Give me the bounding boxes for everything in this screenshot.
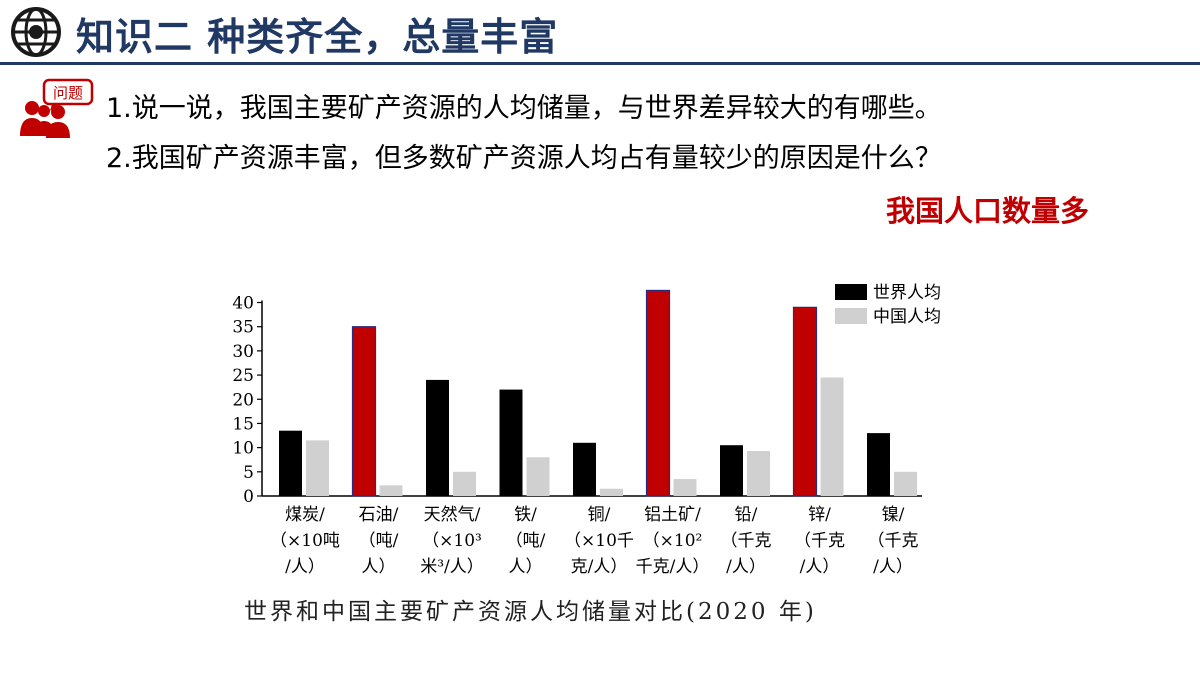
china-bar xyxy=(379,485,403,496)
category-label: （吨/ xyxy=(359,531,399,551)
category-label: （×10吨 xyxy=(270,531,340,551)
question-icon-label: 问题 xyxy=(53,84,83,102)
y-tick-label: 5 xyxy=(243,463,254,483)
legend-label-china: 中国人均 xyxy=(873,307,941,327)
category-label: 铅/ xyxy=(735,505,758,525)
title-underline xyxy=(0,62,1200,65)
legend-swatch-world xyxy=(835,284,867,300)
page-title: 知识二 种类齐全，总量丰富 xyxy=(76,15,559,59)
category-label: 人） xyxy=(509,557,543,577)
category-label: /人） xyxy=(285,557,325,577)
world-bar xyxy=(499,389,523,496)
category-label: 铜/ xyxy=(588,505,611,525)
category-label: 锌/ xyxy=(808,505,831,525)
category-label: /人） xyxy=(726,557,766,577)
world-bar xyxy=(279,430,302,496)
category-label: （千克 xyxy=(794,531,845,551)
category-label: （千克 xyxy=(721,531,772,551)
globe-icon xyxy=(11,7,61,57)
category-label: 镍/ xyxy=(882,505,905,525)
world-bar xyxy=(792,306,818,497)
y-tick-label: 25 xyxy=(232,366,254,386)
world-bar xyxy=(426,379,449,496)
question-people-icon: 问题 xyxy=(20,78,94,138)
question-1: 1.说一说，我国主要矿产资源的人均储量，与世界差异较大的有哪些。 xyxy=(106,93,942,124)
world-bar xyxy=(867,433,890,496)
y-tick-label: 35 xyxy=(232,318,254,338)
question-2: 2.我国矿产资源丰富，但多数矿产资源人均占有量较少的原因是什么？ xyxy=(106,143,942,174)
category-label: /人） xyxy=(873,557,913,577)
category-label: 天然气/ xyxy=(424,505,481,525)
y-tick-label: 30 xyxy=(232,342,254,362)
category-label: （千克 xyxy=(868,531,919,551)
y-tick-label: 10 xyxy=(232,439,254,459)
y-tick-label: 40 xyxy=(232,294,254,314)
y-tick-label: 20 xyxy=(232,390,254,410)
category-label: 千克/人） xyxy=(636,557,710,577)
category-label: /人） xyxy=(800,557,840,577)
china-bar xyxy=(673,479,697,496)
china-bar xyxy=(747,451,770,496)
china-bar xyxy=(453,471,476,496)
title-bar: 知识二 种类齐全，总量丰富 xyxy=(0,0,1200,65)
china-bar xyxy=(820,377,844,496)
category-label: （×10千 xyxy=(564,531,634,551)
chart-area: 0 5 10 15 20 25 30 35 40 煤炭/ （×10吨/人） 石油/ （吨/人） 天然气/ （… xyxy=(232,276,967,580)
legend-swatch-china xyxy=(835,308,867,324)
china-bar xyxy=(894,471,917,496)
bar-chart: 0 5 10 15 20 25 30 35 40 煤炭/ （×10吨/人） 石油/ （吨/人） 天然气/ （… xyxy=(232,283,941,577)
legend-label-world: 世界人均 xyxy=(873,283,941,303)
y-tick-label: 0 xyxy=(243,487,254,507)
world-bar xyxy=(720,445,743,496)
category-label: 铁/ xyxy=(514,505,537,525)
category-label: 克/人） xyxy=(571,557,628,577)
category-label: 煤炭/ xyxy=(285,505,325,525)
category-label: （吨/ xyxy=(506,531,546,551)
world-bar xyxy=(351,326,377,497)
china-bar xyxy=(526,457,550,496)
category-label: 人） xyxy=(362,557,396,577)
china-bar xyxy=(306,440,329,496)
category-label: 石油/ xyxy=(359,505,399,525)
answer-text: 我国人口数量多 xyxy=(886,194,1090,228)
world-bar xyxy=(573,442,596,496)
world-bar xyxy=(645,289,671,497)
category-label: 米³/人） xyxy=(420,557,484,577)
y-tick-label: 15 xyxy=(232,414,254,434)
china-bar xyxy=(600,488,623,496)
category-label: （×10² xyxy=(643,531,703,551)
category-label: 铝土矿/ xyxy=(644,505,701,525)
chart-caption: 世界和中国主要矿产资源人均储量对比(2020 年) xyxy=(244,599,817,625)
category-label: （×10³ xyxy=(422,531,482,551)
